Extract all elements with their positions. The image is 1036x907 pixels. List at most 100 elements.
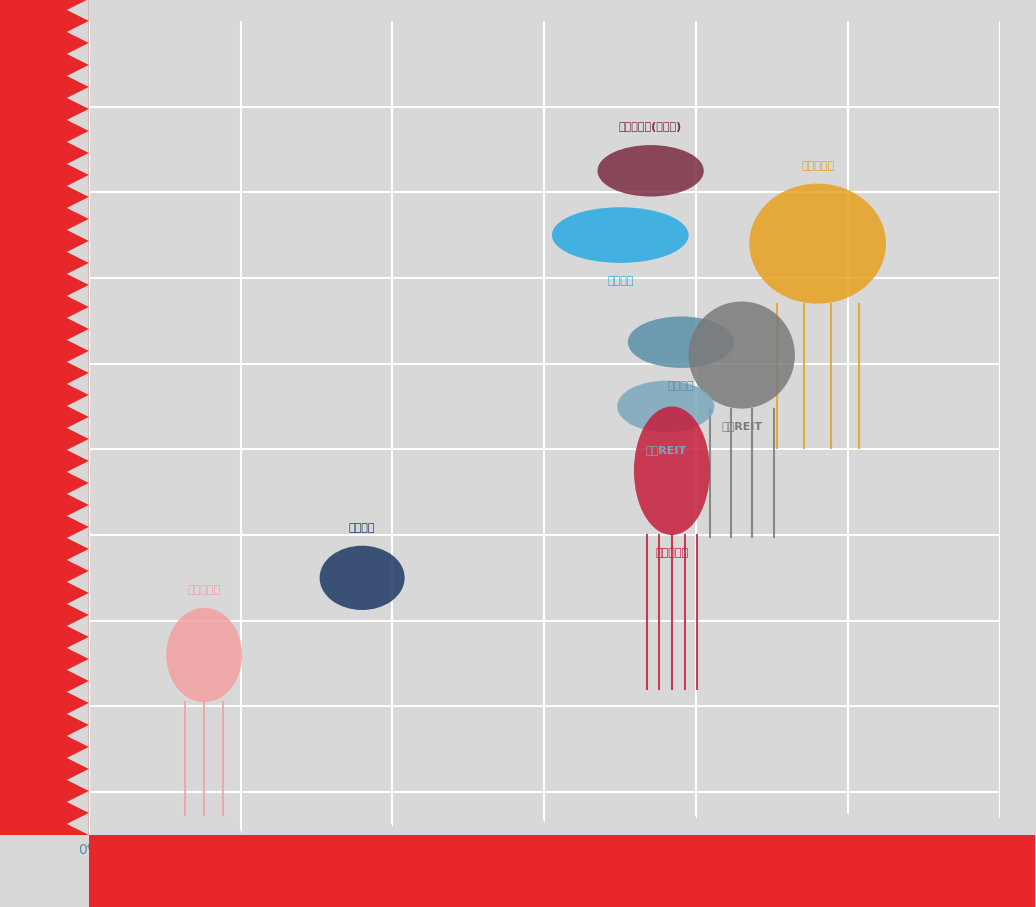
Polygon shape bbox=[111, 813, 133, 835]
Text: 国内株式: 国内株式 bbox=[668, 381, 694, 391]
Ellipse shape bbox=[617, 381, 715, 432]
Polygon shape bbox=[177, 813, 199, 835]
Polygon shape bbox=[66, 175, 89, 197]
Text: 外国REIT: 外国REIT bbox=[721, 422, 762, 432]
Polygon shape bbox=[66, 703, 89, 725]
Polygon shape bbox=[66, 615, 89, 637]
Polygon shape bbox=[704, 813, 727, 835]
Polygon shape bbox=[265, 835, 287, 907]
Polygon shape bbox=[902, 835, 925, 907]
Polygon shape bbox=[199, 813, 221, 835]
Polygon shape bbox=[199, 835, 221, 907]
Polygon shape bbox=[947, 813, 969, 835]
Polygon shape bbox=[0, 65, 89, 87]
Polygon shape bbox=[66, 219, 89, 241]
Polygon shape bbox=[287, 813, 309, 835]
Polygon shape bbox=[66, 21, 89, 43]
Polygon shape bbox=[440, 813, 463, 835]
Polygon shape bbox=[66, 87, 89, 109]
Text: 新興国株式: 新興国株式 bbox=[801, 161, 834, 171]
Polygon shape bbox=[749, 835, 771, 907]
Polygon shape bbox=[66, 571, 89, 593]
Polygon shape bbox=[902, 813, 925, 835]
Polygon shape bbox=[66, 483, 89, 505]
Polygon shape bbox=[0, 505, 89, 527]
Polygon shape bbox=[661, 813, 683, 835]
Polygon shape bbox=[0, 549, 89, 571]
Polygon shape bbox=[0, 307, 89, 329]
Polygon shape bbox=[507, 835, 528, 907]
Polygon shape bbox=[66, 747, 89, 769]
Polygon shape bbox=[0, 703, 89, 725]
Polygon shape bbox=[463, 835, 485, 907]
Polygon shape bbox=[573, 813, 595, 835]
Polygon shape bbox=[0, 615, 89, 637]
Polygon shape bbox=[89, 835, 111, 907]
Text: 外国株式: 外国株式 bbox=[607, 276, 633, 286]
Polygon shape bbox=[485, 835, 507, 907]
Polygon shape bbox=[0, 21, 89, 43]
Polygon shape bbox=[0, 395, 89, 417]
Polygon shape bbox=[154, 813, 177, 835]
Polygon shape bbox=[0, 571, 89, 593]
Polygon shape bbox=[573, 835, 595, 907]
Polygon shape bbox=[133, 835, 154, 907]
Polygon shape bbox=[66, 505, 89, 527]
Polygon shape bbox=[0, 813, 89, 835]
Ellipse shape bbox=[552, 207, 689, 263]
Polygon shape bbox=[0, 769, 89, 791]
Polygon shape bbox=[859, 813, 881, 835]
Polygon shape bbox=[66, 0, 89, 21]
Polygon shape bbox=[66, 197, 89, 219]
Text: 先進国株式(ヘッジ): 先進国株式(ヘッジ) bbox=[618, 122, 683, 132]
Polygon shape bbox=[66, 373, 89, 395]
Polygon shape bbox=[969, 813, 990, 835]
Polygon shape bbox=[66, 659, 89, 681]
Polygon shape bbox=[0, 175, 89, 197]
Polygon shape bbox=[0, 483, 89, 505]
Polygon shape bbox=[287, 835, 309, 907]
Ellipse shape bbox=[628, 317, 735, 368]
Polygon shape bbox=[0, 351, 89, 373]
Polygon shape bbox=[771, 835, 793, 907]
Polygon shape bbox=[66, 153, 89, 175]
Text: 国内REIT: 国内REIT bbox=[645, 445, 687, 455]
Polygon shape bbox=[595, 813, 616, 835]
Y-axis label: リターン（年率）: リターン（年率） bbox=[21, 392, 36, 464]
Polygon shape bbox=[66, 263, 89, 285]
Polygon shape bbox=[683, 813, 704, 835]
Polygon shape bbox=[0, 197, 89, 219]
Polygon shape bbox=[242, 813, 265, 835]
Polygon shape bbox=[66, 109, 89, 131]
Polygon shape bbox=[595, 835, 616, 907]
Polygon shape bbox=[66, 351, 89, 373]
Polygon shape bbox=[440, 835, 463, 907]
Polygon shape bbox=[0, 461, 89, 483]
Polygon shape bbox=[551, 813, 573, 835]
Polygon shape bbox=[66, 725, 89, 747]
Ellipse shape bbox=[689, 301, 795, 409]
Polygon shape bbox=[111, 835, 133, 907]
Polygon shape bbox=[837, 835, 859, 907]
Polygon shape bbox=[66, 637, 89, 659]
Polygon shape bbox=[793, 813, 814, 835]
Polygon shape bbox=[309, 835, 330, 907]
Polygon shape bbox=[66, 241, 89, 263]
Polygon shape bbox=[66, 681, 89, 703]
Polygon shape bbox=[463, 813, 485, 835]
Polygon shape bbox=[881, 835, 902, 907]
Polygon shape bbox=[221, 835, 242, 907]
Polygon shape bbox=[66, 131, 89, 153]
Polygon shape bbox=[0, 439, 89, 461]
Polygon shape bbox=[1013, 813, 1035, 835]
X-axis label: リスク（標準偏差）: リスク（標準偏差） bbox=[503, 871, 585, 886]
Polygon shape bbox=[639, 813, 661, 835]
Polygon shape bbox=[66, 439, 89, 461]
Polygon shape bbox=[683, 835, 704, 907]
Polygon shape bbox=[177, 835, 199, 907]
Ellipse shape bbox=[598, 145, 703, 197]
Polygon shape bbox=[89, 813, 111, 835]
Polygon shape bbox=[704, 835, 727, 907]
Polygon shape bbox=[616, 835, 639, 907]
Polygon shape bbox=[771, 813, 793, 835]
